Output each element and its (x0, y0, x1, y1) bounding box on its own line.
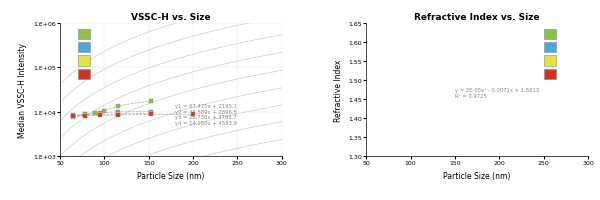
Text: y1 = 67.425x + 2195.1
y2 = 43.589x + 2896.5
y3 = 28.730x + 3793.7
y4 = 14.260x +: y1 = 67.425x + 2195.1 y2 = 43.589x + 289… (175, 103, 238, 125)
Title: Refractive Index vs. Size: Refractive Index vs. Size (415, 13, 540, 22)
X-axis label: Particle Size (nm): Particle Size (nm) (443, 171, 511, 180)
Point (95, 113, 105, 116)
X-axis label: Particle Size (nm): Particle Size (nm) (137, 171, 205, 180)
Y-axis label: Median VSSC-H Intensity: Median VSSC-H Intensity (19, 43, 28, 137)
Point (80, 113, 89, 116)
Text: y = 2E-05x² - 0.0071x + 1.5813
R² = 0.9725: y = 2E-05x² - 0.0071x + 1.5813 R² = 0.97… (455, 87, 539, 98)
Bar (544, 69, 556, 79)
Bar (544, 43, 556, 53)
Point (80, 114, 89, 117)
Point (100, 110, 109, 113)
Bar (78, 56, 90, 66)
Point (91, 111, 100, 115)
Bar (78, 69, 90, 79)
Point (113, 113, 122, 116)
Bar (544, 56, 556, 66)
Point (95, 114, 105, 117)
Point (113, 105, 122, 108)
Point (113, 111, 122, 114)
Bar (544, 30, 556, 40)
Point (146, 112, 155, 115)
Y-axis label: Refractive Index: Refractive Index (334, 59, 343, 121)
Bar (78, 43, 90, 53)
Point (68, 114, 78, 117)
Point (68, 115, 78, 118)
Title: VSSC-H vs. Size: VSSC-H vs. Size (131, 13, 211, 22)
Point (113, 114, 122, 117)
Bar (78, 30, 90, 40)
Point (146, 113, 155, 116)
Point (146, 100, 155, 103)
Point (80, 115, 89, 118)
Point (80, 114, 89, 117)
Point (68, 115, 78, 118)
Point (95, 112, 105, 115)
Point (68, 116, 78, 119)
Point (188, 113, 198, 116)
Point (146, 110, 155, 114)
